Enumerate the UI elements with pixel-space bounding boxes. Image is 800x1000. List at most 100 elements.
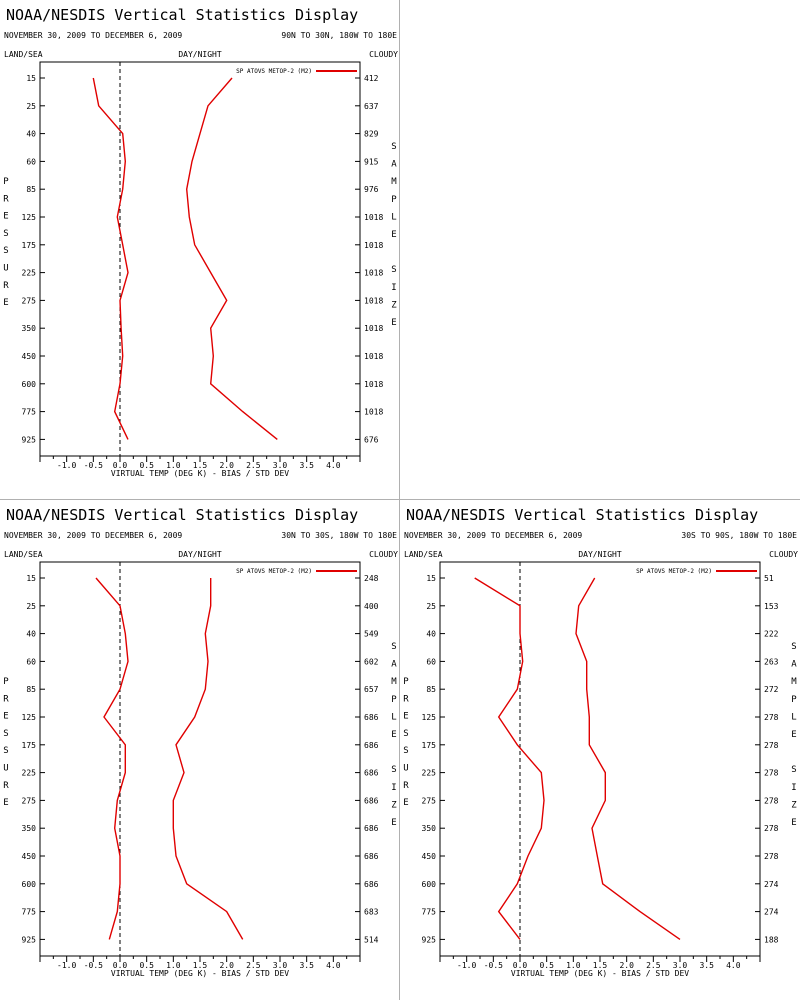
x-tick-label: -1.0 <box>457 961 476 970</box>
pressure-tick-label: 25 <box>26 102 36 111</box>
y-axis-label-letter: U <box>3 764 8 774</box>
legend: SP ATOVS METOP-2 (M2) <box>236 68 357 75</box>
pressure-tick-label: 450 <box>22 852 37 861</box>
x-tick-label: 4.0 <box>326 961 341 970</box>
pressure-tick-label: 925 <box>22 435 37 444</box>
y2-axis-label-letter: S <box>391 142 396 152</box>
y-axis-label-letter: P <box>3 177 9 187</box>
pressure-tick-label: 175 <box>22 241 37 250</box>
chart-svg: NOAA/NESDIS Vertical Statistics Display … <box>403 506 798 978</box>
y2-axis-label-letter: A <box>391 160 397 170</box>
x-tick-label: 4.0 <box>726 961 741 970</box>
pressure-tick-label: 25 <box>426 602 436 611</box>
sample-size-label: 263 <box>764 657 779 666</box>
x-axis-label: VIRTUAL TEMP (DEG K) - BIAS / STD DEV <box>111 469 289 478</box>
sample-size-label: 274 <box>764 880 779 889</box>
sample-size-label: 51 <box>764 574 774 583</box>
pressure-tick-label: 40 <box>426 630 436 639</box>
x-axis-label: VIRTUAL TEMP (DEG K) - BIAS / STD DEV <box>511 969 689 978</box>
series-group <box>95 577 244 940</box>
sample-size-label: 686 <box>364 880 379 889</box>
x-tick-label: 0.0 <box>113 461 128 470</box>
pressure-tick-label: 175 <box>422 741 437 750</box>
x-tick-label: 3.0 <box>273 461 288 470</box>
pressure-tick-label: 125 <box>22 713 37 722</box>
x-tick-label: 1.0 <box>166 461 181 470</box>
pressure-tick-label: 225 <box>22 769 37 778</box>
pressure-tick-label: 925 <box>22 935 37 944</box>
sample-size-label: 1018 <box>364 380 383 389</box>
y2-axis-label-letter: S <box>791 765 796 775</box>
region-label: 30N TO 30S, 180W TO 180E <box>281 531 397 540</box>
region-label: 30S TO 90S, 180W TO 180E <box>681 531 797 540</box>
bias-line <box>474 577 545 940</box>
pressure-tick-label: 85 <box>26 185 36 194</box>
sample-size-label: 686 <box>364 713 379 722</box>
sample-size-label: 1018 <box>364 352 383 361</box>
x-tick-label: -0.5 <box>84 461 103 470</box>
pressure-tick-label: 600 <box>22 380 37 389</box>
pressure-tick-label: 125 <box>422 713 437 722</box>
sample-size-label: 602 <box>364 657 379 666</box>
x-tick-label: 2.0 <box>219 961 234 970</box>
land-sea-label: LAND/SEA <box>404 550 443 559</box>
pressure-tick-label: 85 <box>26 685 36 694</box>
x-tick-label: 0.5 <box>539 961 554 970</box>
sample-size-label: 188 <box>764 935 779 944</box>
pressure-tick-label: 450 <box>22 352 37 361</box>
cloudy-label: CLOUDY <box>369 550 398 559</box>
panel-divider-horizontal <box>0 499 800 500</box>
x-tick-label: 2.5 <box>246 461 261 470</box>
pressure-tick-label: 85 <box>426 685 436 694</box>
y2-axis-label-letter: Z <box>391 300 397 310</box>
pressure-tick-label: 600 <box>22 880 37 889</box>
pressure-tick-label: 275 <box>422 796 437 805</box>
y2-axis-label-letter: A <box>391 660 397 670</box>
x-tick-label: 3.0 <box>673 961 688 970</box>
y2-axis-label-letter: M <box>391 677 397 687</box>
x-tick-label: 0.5 <box>139 461 154 470</box>
y2-axis-label-letter: E <box>791 730 796 740</box>
y2-axis-label-letter: E <box>391 730 396 740</box>
pressure-tick-label: 60 <box>26 157 36 166</box>
pressure-tick-label: 15 <box>26 574 36 583</box>
y2-axis-label-letter: L <box>391 212 396 222</box>
pressure-tick-label: 225 <box>22 269 37 278</box>
sample-size-label: 278 <box>764 713 779 722</box>
sample-size-label: 1018 <box>364 408 383 417</box>
x-tick-label: 1.5 <box>193 961 208 970</box>
x-tick-label: 1.0 <box>566 961 581 970</box>
sample-size-label: 400 <box>364 602 379 611</box>
bias-line <box>95 577 129 940</box>
day-night-label: DAY/NIGHT <box>578 550 622 559</box>
y-axis-label-letter: E <box>3 298 8 308</box>
pressure-tick-label: 25 <box>26 602 36 611</box>
x-tick-label: -1.0 <box>57 461 76 470</box>
x-tick-label: 0.0 <box>113 961 128 970</box>
x-tick-label: 2.0 <box>619 961 634 970</box>
pressure-tick-label: 275 <box>22 296 37 305</box>
x-tick-label: 1.5 <box>593 961 608 970</box>
x-tick-label: 2.5 <box>246 961 261 970</box>
pressure-tick-label: 775 <box>22 908 37 917</box>
pressure-tick-label: 350 <box>422 824 437 833</box>
y2-axis-label-letter: M <box>391 177 397 187</box>
chart-panel-30n-30s: NOAA/NESDIS Vertical Statistics Display … <box>0 500 400 1000</box>
tick-group: -1.0 -0.5 0.0 0.5 1.0 1.5 2.0 2.5 3.0 3.5 4.0 15 51 2… <box>422 574 779 970</box>
sample-size-label: 686 <box>364 824 379 833</box>
y2-axis-label-letter: Z <box>791 800 797 810</box>
y2-axis-label-letter: S <box>391 765 396 775</box>
y-axis-label-letter: S <box>3 246 8 256</box>
std-dev-line <box>185 77 278 440</box>
pressure-tick-label: 40 <box>26 130 36 139</box>
sample-size-label: 222 <box>764 630 779 639</box>
y-axis-label-letter: S <box>403 746 408 756</box>
y-axis-label-letter: P <box>3 677 9 687</box>
y-axis-label-letter: E <box>3 212 8 222</box>
sample-size-label: 514 <box>364 935 379 944</box>
x-tick-label: 0.0 <box>513 961 528 970</box>
pressure-tick-label: 600 <box>422 880 437 889</box>
